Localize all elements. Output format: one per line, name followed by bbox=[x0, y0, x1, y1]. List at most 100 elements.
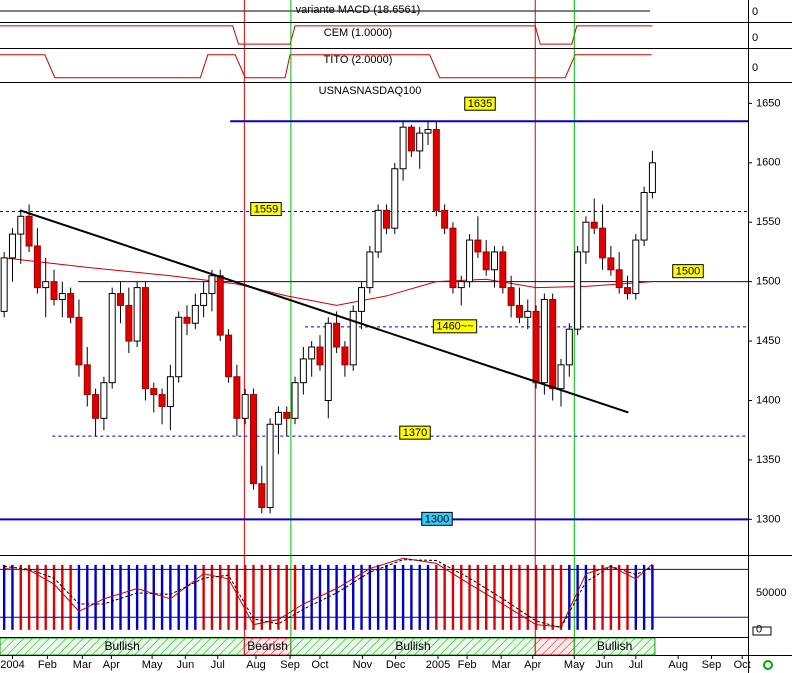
candle-body bbox=[249, 394, 257, 485]
candle-body bbox=[158, 394, 166, 407]
x-tick-label: Jun bbox=[176, 659, 194, 671]
level-label: 1300 bbox=[425, 513, 449, 525]
oscillator-bar bbox=[177, 564, 180, 630]
oscillator-bar bbox=[169, 564, 172, 630]
y-tick-label: 1350 bbox=[756, 454, 780, 466]
x-tick-label: 2004 bbox=[0, 659, 24, 671]
oscillator-bar bbox=[601, 564, 604, 630]
candle-body bbox=[358, 287, 366, 312]
x-tick-label: Feb bbox=[458, 659, 477, 671]
oscillator-bar bbox=[509, 564, 513, 630]
candle-body bbox=[607, 257, 615, 271]
candle-body bbox=[466, 239, 474, 283]
x-tick-label: 2005 bbox=[426, 659, 450, 671]
level-label: 1370 bbox=[403, 427, 427, 439]
y-tick-label: 0 bbox=[752, 32, 758, 44]
level-label-box bbox=[421, 511, 453, 526]
oscillator-bar bbox=[160, 564, 164, 630]
oscillator-bar bbox=[534, 564, 538, 630]
level-label: 1500 bbox=[676, 266, 700, 278]
candle-body bbox=[25, 215, 33, 247]
panel-title: USNASNASDAQ100 bbox=[319, 85, 422, 97]
y-tick-label: 0 bbox=[756, 624, 762, 636]
x-tick-label: May bbox=[142, 659, 163, 671]
candle-body bbox=[183, 316, 191, 324]
candle-body bbox=[623, 287, 631, 295]
candle-body bbox=[50, 281, 58, 300]
candle-body bbox=[474, 239, 482, 253]
indicator-line bbox=[0, 54, 652, 79]
oscillator-bar bbox=[19, 564, 22, 630]
oscillator-bar bbox=[576, 564, 579, 630]
oscillator-bar bbox=[318, 564, 322, 630]
candle-body bbox=[366, 251, 374, 289]
candle-body bbox=[150, 388, 158, 396]
candle-body bbox=[574, 251, 582, 330]
panel-title: CEM (1.0000) bbox=[324, 27, 392, 39]
status-icon[interactable] bbox=[763, 660, 773, 670]
level-label-box bbox=[399, 425, 431, 440]
oscillator-bar bbox=[293, 564, 297, 630]
candle-body bbox=[216, 275, 224, 336]
oscillator-bar bbox=[426, 564, 430, 630]
candle-body bbox=[441, 209, 449, 229]
oscillator-bar bbox=[243, 564, 247, 630]
oscillator-bar bbox=[568, 564, 571, 630]
level-label: 1635 bbox=[468, 98, 492, 110]
x-tick-label: Sep bbox=[702, 659, 722, 671]
regime-label: Bullish bbox=[395, 639, 430, 653]
x-tick-label: Apr bbox=[103, 659, 120, 671]
oscillator-bar bbox=[119, 564, 122, 630]
level-label: 1559 bbox=[254, 203, 278, 215]
candle-body bbox=[299, 358, 307, 384]
oscillator-bar bbox=[501, 564, 505, 630]
oscillator-bar bbox=[451, 564, 455, 630]
x-tick-label: Dec bbox=[386, 659, 406, 671]
candle-body bbox=[333, 322, 341, 348]
oscillator-bar bbox=[11, 564, 14, 630]
candle-body bbox=[241, 394, 249, 419]
candle-body bbox=[549, 298, 557, 390]
candle-body bbox=[166, 376, 174, 407]
candle-body bbox=[491, 251, 499, 271]
regime-segment bbox=[534, 637, 575, 656]
candle-body bbox=[457, 281, 465, 289]
x-tick-label: Jun bbox=[595, 659, 613, 671]
x-tick-label: Aug bbox=[668, 659, 688, 671]
panel-control[interactable] bbox=[752, 626, 772, 636]
candle-body bbox=[75, 316, 83, 366]
candle-body bbox=[416, 132, 424, 152]
candle-body bbox=[316, 346, 324, 366]
oscillator-bar bbox=[27, 564, 31, 630]
regime-label: Bearish bbox=[247, 639, 288, 653]
y-tick-label: 50000 bbox=[756, 587, 787, 599]
candle-body bbox=[0, 257, 8, 312]
y-tick-label: 0 bbox=[752, 6, 758, 18]
oscillator-bar bbox=[642, 564, 646, 630]
candle-body bbox=[258, 483, 266, 508]
oscillator-bar bbox=[61, 564, 64, 630]
level-label-box bbox=[432, 319, 478, 334]
x-tick-label: Mar bbox=[492, 659, 511, 671]
candle-body bbox=[482, 251, 490, 271]
candle-body bbox=[58, 293, 66, 300]
candle-body bbox=[582, 221, 590, 253]
panel-title: variante MACD (18.6561) bbox=[296, 4, 421, 16]
candle-body bbox=[374, 209, 382, 253]
oscillator-bar bbox=[94, 564, 97, 630]
oscillator-bar bbox=[252, 564, 255, 630]
y-tick-label: 1450 bbox=[756, 335, 780, 347]
oscillator-bar bbox=[111, 564, 114, 630]
y-tick-label: 1600 bbox=[756, 157, 780, 169]
oscillator-bar bbox=[609, 564, 613, 630]
oscillator-bar bbox=[302, 564, 305, 630]
candle-body bbox=[324, 322, 332, 402]
candle-body bbox=[424, 129, 432, 134]
candle-body bbox=[8, 233, 16, 259]
candle-body bbox=[565, 328, 573, 366]
x-tick-label: Aug bbox=[246, 659, 266, 671]
candle-body bbox=[540, 298, 548, 384]
oscillator-bar bbox=[593, 564, 596, 630]
y-tick-label: 1500 bbox=[756, 276, 780, 288]
